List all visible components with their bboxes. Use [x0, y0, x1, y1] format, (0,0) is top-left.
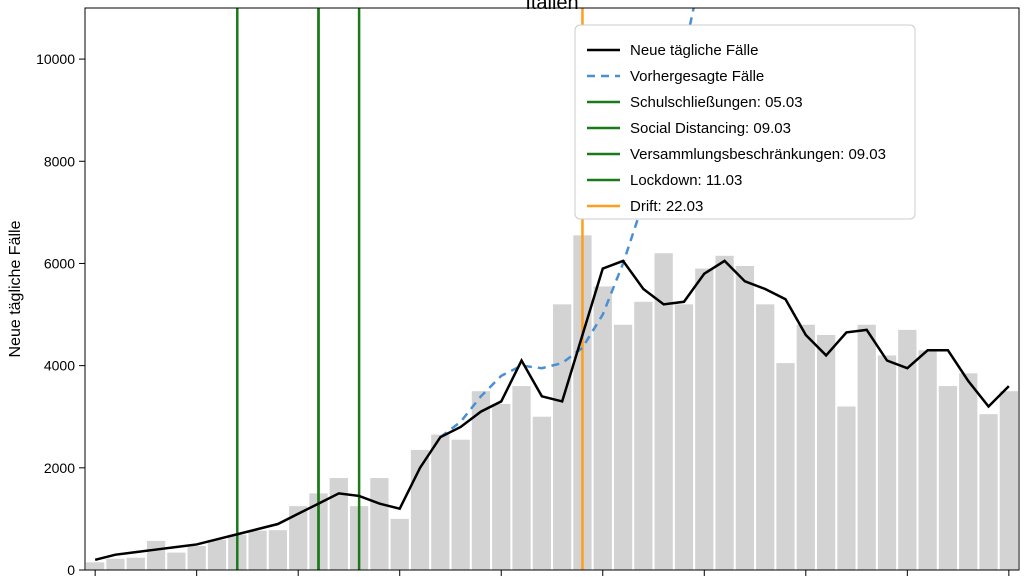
ytick-label: 10000: [36, 51, 75, 67]
bar: [858, 325, 876, 570]
legend-label: Drift: 22.03: [630, 198, 703, 215]
bar: [918, 350, 936, 570]
bar: [695, 269, 713, 570]
bar: [86, 562, 104, 570]
bar: [837, 407, 855, 570]
bar: [106, 559, 124, 570]
bar: [634, 302, 652, 570]
ytick-label: 6000: [44, 255, 75, 271]
chart-container: 0 2000 4000 6000 8000 10000 Italien Neue täglic…: [0, 0, 1024, 577]
bar: [1000, 391, 1018, 570]
chart-title: Italien: [525, 0, 578, 14]
bar: [391, 519, 409, 570]
bar: [553, 304, 571, 570]
legend-label: Vorhergesagte Fälle: [630, 68, 764, 85]
legend-label: Versammlungsbeschränkungen: 09.03: [630, 146, 886, 163]
bar: [979, 414, 997, 570]
bar: [939, 386, 957, 570]
bar: [127, 558, 145, 570]
chart-svg: 0 2000 4000 6000 8000 10000 Italien Neue täglic…: [0, 0, 1024, 577]
bar: [248, 531, 266, 570]
legend-label: Lockdown: 11.03: [630, 172, 742, 189]
ytick-label: 2000: [44, 460, 75, 476]
bar: [776, 363, 794, 570]
ytick-label: 4000: [44, 358, 75, 374]
ytick-label: 0: [67, 562, 75, 577]
bar: [594, 286, 612, 570]
legend-label: Social Distancing: 09.03: [630, 120, 791, 137]
bar: [330, 478, 348, 570]
bar: [269, 530, 287, 570]
bar: [959, 373, 977, 570]
bar: [512, 386, 530, 570]
bar: [817, 335, 835, 570]
legend-label: Neue tägliche Fälle: [630, 42, 758, 59]
bar: [675, 304, 693, 570]
bar: [878, 355, 896, 570]
bar: [736, 266, 754, 570]
bar: [614, 325, 632, 570]
bar: [533, 417, 551, 570]
ytick-label: 8000: [44, 153, 75, 169]
bar: [188, 546, 206, 570]
bar: [451, 440, 469, 570]
bar: [431, 435, 449, 570]
bar: [715, 256, 733, 570]
bar: [492, 404, 510, 570]
bar: [167, 553, 185, 570]
bar: [208, 540, 226, 570]
bar: [147, 541, 165, 570]
y-axis-label: Neue tägliche Fälle: [7, 220, 24, 357]
bar: [797, 325, 815, 570]
legend-label: Schulschließungen: 05.03: [630, 94, 803, 111]
bar: [756, 304, 774, 570]
legend: Neue tägliche Fälle Vorhergesagte Fälle Sc…: [575, 25, 915, 219]
bar: [370, 478, 388, 570]
